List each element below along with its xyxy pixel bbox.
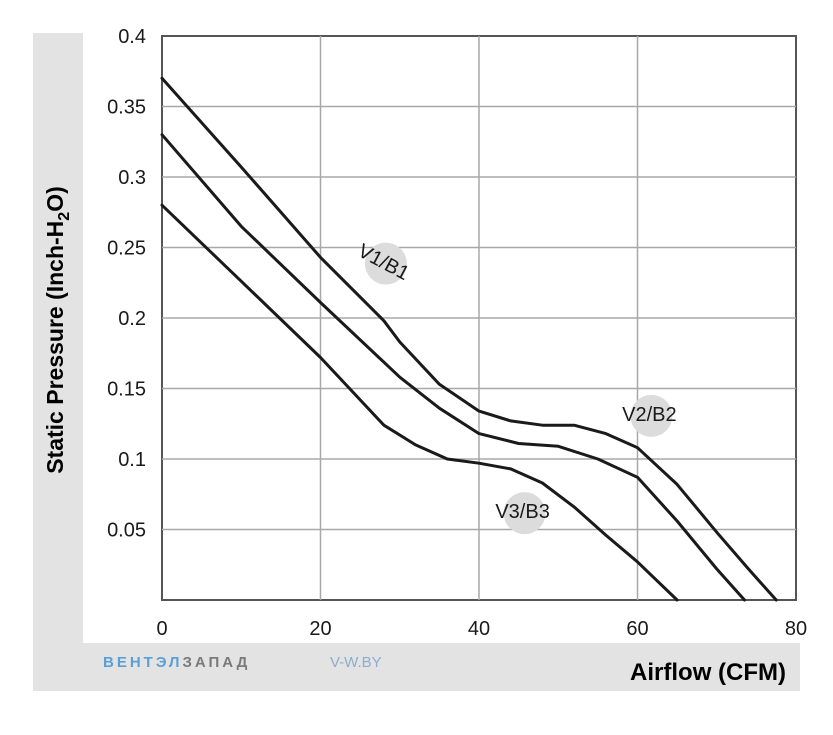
y-tick-label: 0.3 bbox=[118, 167, 146, 189]
brand-logo-part2: ЗАПАД bbox=[182, 654, 250, 671]
series-label: V3/B3 bbox=[495, 501, 549, 523]
series-label-bubble bbox=[364, 242, 407, 285]
series-label: V2/B2 bbox=[622, 404, 676, 426]
label-bubbles bbox=[364, 242, 673, 535]
y-axis-band bbox=[33, 33, 83, 691]
y-axis-label-main: Static Pressure (Inch-H bbox=[42, 221, 68, 474]
series-label-bubble bbox=[503, 492, 546, 535]
y-tick-label: 0.2 bbox=[118, 308, 146, 330]
series-label-bubble bbox=[630, 394, 673, 437]
y-tick-label: 0.4 bbox=[118, 26, 146, 48]
grid-lines bbox=[162, 36, 796, 600]
y-tick-label: 0.15 bbox=[107, 379, 146, 401]
x-tick-label: 40 bbox=[468, 618, 490, 640]
y-tick-labels: 0.05 0.1 0.15 0.2 0.25 0.3 0.35 0.4 bbox=[107, 26, 146, 542]
series-line-v3-b3 bbox=[160, 203, 679, 602]
y-tick-label: 0.35 bbox=[107, 97, 146, 119]
y-axis-label-end: O) bbox=[42, 186, 68, 212]
series-layer bbox=[160, 76, 778, 602]
y-tick-label: 0.1 bbox=[118, 449, 146, 471]
x-axis-label: Airflow (CFM) bbox=[630, 659, 786, 686]
x-tick-label: 80 bbox=[785, 618, 807, 640]
x-tick-labels: 0 20 40 60 80 bbox=[156, 618, 807, 640]
brand-logo: ВЕНТЭЛЗАПАД bbox=[103, 654, 250, 671]
y-axis-label: Static Pressure (Inch-H2O) bbox=[42, 186, 73, 474]
series-line-v1-b1 bbox=[160, 76, 778, 602]
x-tick-label: 20 bbox=[309, 618, 331, 640]
x-tick-label: 0 bbox=[156, 618, 167, 640]
y-axis-label-subscript: 2 bbox=[56, 212, 73, 221]
x-tick-label: 60 bbox=[626, 618, 648, 640]
y-tick-label: 0.05 bbox=[107, 520, 146, 542]
brand-logo-part1: ВЕНТЭЛ bbox=[103, 654, 182, 671]
y-tick-label: 0.25 bbox=[107, 238, 146, 260]
brand-site: V-W.BY bbox=[330, 654, 382, 671]
x-axis-band bbox=[83, 643, 800, 691]
series-line-v2-b2 bbox=[160, 133, 746, 602]
